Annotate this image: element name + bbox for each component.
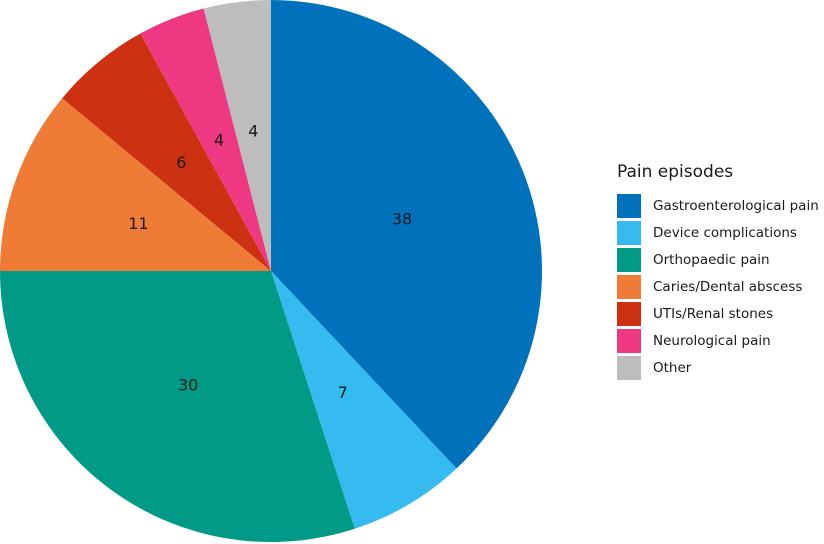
legend-item-other: Other	[617, 354, 819, 381]
legend-label: Gastroenterological pain	[653, 197, 819, 214]
legend-swatch	[617, 274, 641, 299]
legend: Pain episodes Gastroenterological pain De…	[617, 160, 819, 381]
legend-swatch	[617, 328, 641, 353]
legend-item-caries-dental-abscess: Caries/Dental abscess	[617, 273, 819, 300]
legend-item-neurological-pain: Neurological pain	[617, 327, 819, 354]
legend-label: Other	[653, 359, 692, 376]
legend-swatch	[617, 355, 641, 380]
slice-label-orthopaedic-pain: 30	[178, 376, 198, 395]
pie-slice-neurological-pain	[140, 8, 271, 271]
slice-label-gastroenterological-pain: 38	[392, 210, 412, 229]
legend-swatch	[617, 220, 641, 245]
legend-swatch	[617, 301, 641, 326]
legend-item-utis-renal-stones: UTIs/Renal stones	[617, 300, 819, 327]
pie-slice-labels: 38 7 30 11 6 4 4	[128, 122, 412, 402]
pie-slice-utis-renal-stones	[62, 33, 271, 271]
slice-label-other: 4	[248, 122, 258, 141]
pie-slice-other	[203, 0, 271, 271]
pie-slice-orthopaedic-pain	[0, 271, 355, 543]
legend-item-gastroenterological-pain: Gastroenterological pain	[617, 192, 819, 219]
legend-label: UTIs/Renal stones	[653, 305, 774, 322]
legend-items: Gastroenterological pain Device complicat…	[617, 192, 819, 381]
pie-slice-caries-dental-abscess	[0, 98, 271, 271]
legend-title: Pain episodes	[617, 162, 734, 182]
legend-swatch	[617, 193, 641, 218]
pie-slice-device-complications	[271, 271, 457, 529]
slice-label-utis-renal-stones: 6	[176, 153, 186, 172]
legend-item-orthopaedic-pain: Orthopaedic pain	[617, 246, 819, 273]
legend-swatch	[617, 247, 641, 272]
slice-label-caries-dental-abscess: 11	[128, 214, 148, 233]
pie-slices	[0, 0, 542, 543]
legend-label: Device complications	[653, 224, 797, 241]
legend-item-device-complications: Device complications	[617, 219, 819, 246]
legend-label: Orthopaedic pain	[653, 251, 770, 268]
legend-label: Caries/Dental abscess	[653, 278, 803, 295]
slice-label-neurological-pain: 4	[214, 130, 224, 149]
legend-label: Neurological pain	[653, 332, 771, 349]
pie-slice-gastroenterological-pain	[271, 0, 542, 469]
slice-label-device-complications: 7	[338, 383, 348, 402]
